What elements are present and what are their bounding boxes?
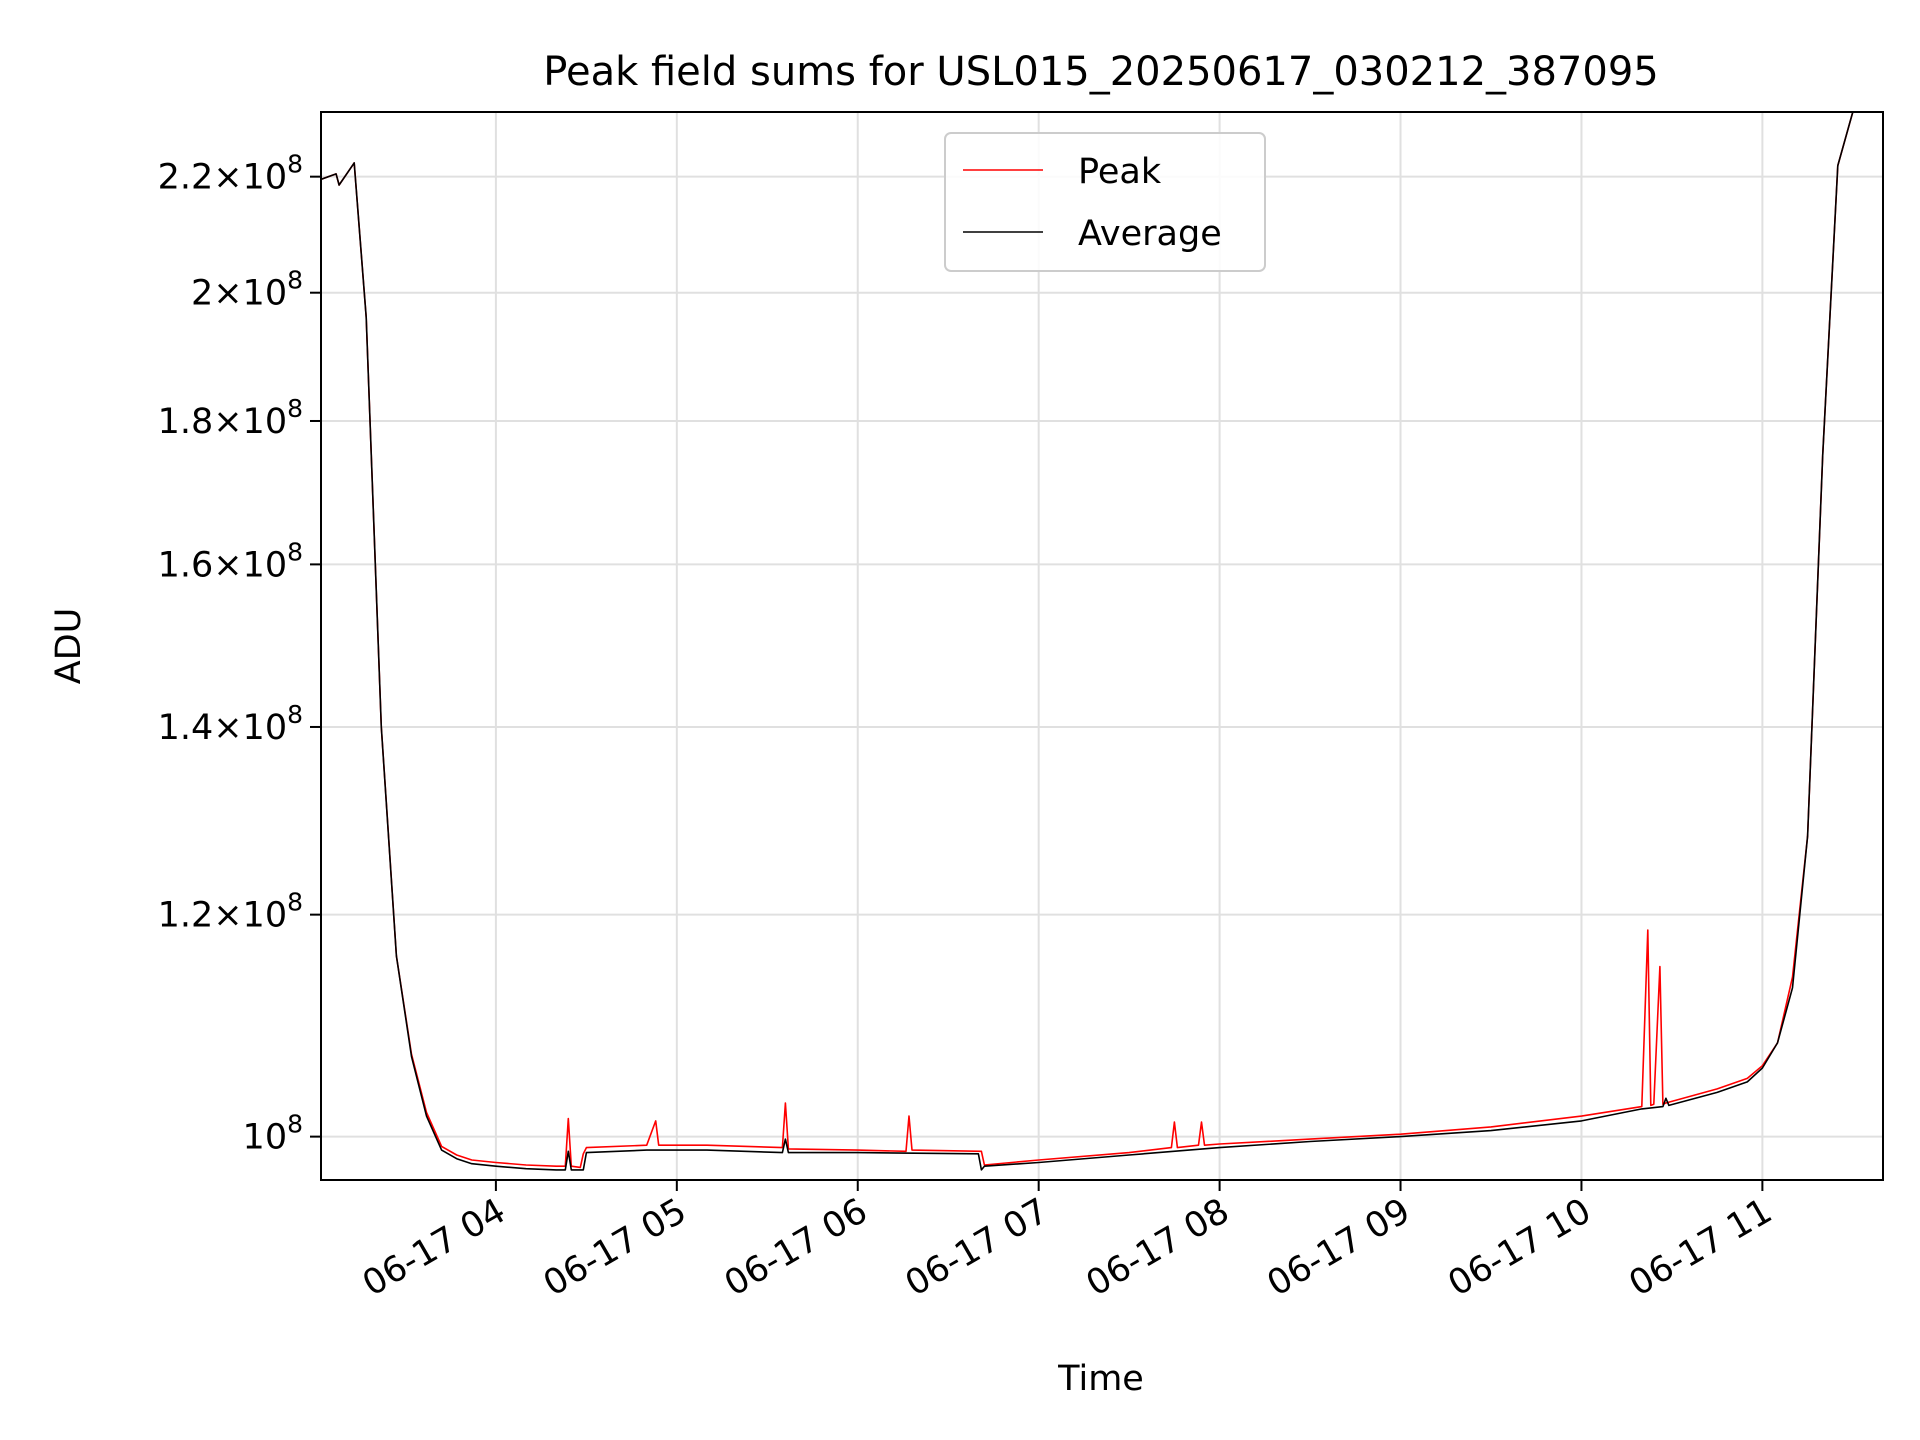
- y-tick-label: 108: [243, 1110, 303, 1158]
- y-tick-label: 1.2×108: [158, 888, 303, 936]
- y-tick-label: 2×108: [191, 266, 303, 314]
- legend-label: Peak: [1078, 152, 1162, 192]
- series-line-average: [321, 112, 1883, 1171]
- legend-label: Average: [1078, 214, 1222, 254]
- chart-title: Peak field sums for USL015_20250617_0302…: [543, 49, 1658, 95]
- y-axis: 108 1.2×108 1.4×108 1.6×108 1.8×108 2×108 2.2×…: [158, 150, 321, 1158]
- x-axis-label: Time: [1057, 1359, 1144, 1399]
- legend: Peak Average: [944, 132, 1266, 272]
- y-axis-label: ADU: [49, 608, 89, 685]
- y-tick-label: 2.2×108: [158, 150, 303, 198]
- legend-box: [944, 132, 1266, 272]
- y-tick-label: 1.8×108: [158, 394, 303, 442]
- y-tick-label: 1.4×108: [158, 700, 303, 748]
- plot-frame: [320, 111, 1884, 1181]
- y-tick-label: 1.6×108: [158, 537, 303, 585]
- plot-series: [321, 112, 1883, 1171]
